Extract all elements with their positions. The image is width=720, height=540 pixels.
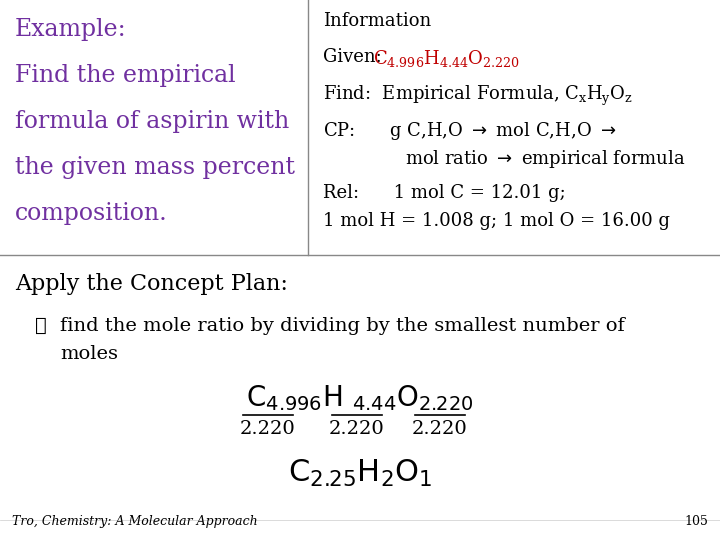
Text: Example:: Example:	[15, 18, 127, 41]
Text: find the mole ratio by dividing by the smallest number of: find the mole ratio by dividing by the s…	[60, 317, 625, 335]
Text: Tro, Chemistry: A Molecular Approach: Tro, Chemistry: A Molecular Approach	[12, 515, 258, 528]
Text: 105: 105	[684, 515, 708, 528]
Text: CP:      g C,H,O $\rightarrow$ mol C,H,O $\rightarrow$: CP: g C,H,O $\rightarrow$ mol C,H,O $\ri…	[323, 120, 616, 142]
Text: composition.: composition.	[15, 202, 168, 225]
Text: $\mathrm{C_{4.996}H\ _{4.44}O_{2.220}}$: $\mathrm{C_{4.996}H\ _{4.44}O_{2.220}}$	[246, 383, 474, 413]
Text: ✓: ✓	[35, 317, 47, 335]
Text: formula of aspirin with: formula of aspirin with	[15, 110, 289, 133]
Text: Rel:      1 mol C = 12.01 g;: Rel: 1 mol C = 12.01 g;	[323, 184, 566, 202]
Text: Find the empirical: Find the empirical	[15, 64, 235, 87]
Text: Information: Information	[323, 12, 431, 30]
Text: Apply the Concept Plan:: Apply the Concept Plan:	[15, 273, 288, 295]
Text: Find:  Empirical Formula, $\mathregular{C_xH_yO_z}$: Find: Empirical Formula, $\mathregular{C…	[323, 84, 633, 108]
Text: 2.220: 2.220	[329, 420, 385, 438]
Text: 1 mol H = 1.008 g; 1 mol O = 16.00 g: 1 mol H = 1.008 g; 1 mol O = 16.00 g	[323, 212, 670, 230]
Text: $\mathrm{C_{2.25}H_2O_1}$: $\mathrm{C_{2.25}H_2O_1}$	[288, 458, 432, 489]
Text: Given:: Given:	[323, 48, 387, 66]
Text: 2.220: 2.220	[240, 420, 296, 438]
Text: mol ratio $\rightarrow$ empirical formula: mol ratio $\rightarrow$ empirical formul…	[405, 148, 685, 170]
Text: 2.220: 2.220	[412, 420, 468, 438]
Text: moles: moles	[60, 345, 118, 363]
Text: the given mass percent: the given mass percent	[15, 156, 295, 179]
Text: $\mathregular{C_{4.996}H_{4.44}O_{2.220}}$: $\mathregular{C_{4.996}H_{4.44}O_{2.220}…	[373, 48, 520, 69]
